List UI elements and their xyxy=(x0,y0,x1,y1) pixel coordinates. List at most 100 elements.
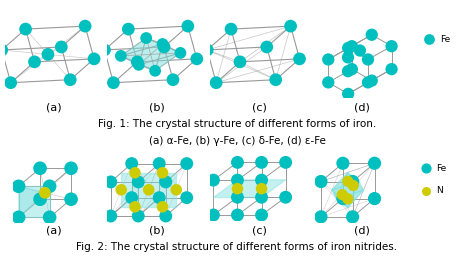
Point xyxy=(344,46,352,50)
Text: (d): (d) xyxy=(354,102,370,112)
Point xyxy=(210,178,217,182)
Point xyxy=(90,57,98,61)
Point xyxy=(258,213,265,217)
Polygon shape xyxy=(332,172,348,199)
Point xyxy=(296,57,303,61)
Point xyxy=(46,184,54,188)
Point xyxy=(344,92,352,96)
Point xyxy=(117,54,125,58)
Point xyxy=(135,214,142,218)
Point xyxy=(135,63,143,67)
Point xyxy=(349,183,357,188)
Point xyxy=(287,24,294,28)
Polygon shape xyxy=(121,44,163,71)
Text: (c): (c) xyxy=(252,226,267,236)
Polygon shape xyxy=(121,38,146,65)
Point xyxy=(155,162,163,166)
Point xyxy=(151,69,159,73)
Polygon shape xyxy=(121,38,163,56)
Point xyxy=(388,44,395,48)
Point xyxy=(57,45,65,49)
Point xyxy=(162,180,170,184)
Point xyxy=(159,171,166,175)
Text: (c): (c) xyxy=(252,102,267,112)
Polygon shape xyxy=(332,190,348,208)
Point xyxy=(131,205,139,209)
Point xyxy=(169,78,177,82)
Point xyxy=(159,42,166,46)
Point xyxy=(227,27,235,31)
Point xyxy=(234,213,241,217)
Point xyxy=(349,180,356,184)
Point xyxy=(338,192,346,197)
Point xyxy=(46,215,54,219)
Point xyxy=(41,191,49,195)
Point xyxy=(193,57,201,61)
Polygon shape xyxy=(18,186,45,217)
Point xyxy=(234,160,241,164)
Point xyxy=(7,81,15,85)
Point xyxy=(44,52,52,57)
Point xyxy=(118,188,125,192)
Point xyxy=(31,60,38,64)
Point xyxy=(183,162,191,166)
Point xyxy=(109,81,117,85)
Point xyxy=(36,166,44,170)
Point xyxy=(82,24,89,28)
Point xyxy=(155,196,163,200)
Text: Fe: Fe xyxy=(436,164,447,173)
Point xyxy=(184,24,191,28)
Point xyxy=(272,78,280,82)
Text: (a): (a) xyxy=(46,102,62,112)
Point xyxy=(371,197,378,201)
Point xyxy=(368,78,375,83)
Polygon shape xyxy=(213,180,286,198)
Point xyxy=(234,178,241,182)
Point xyxy=(131,171,139,175)
Point xyxy=(177,51,184,55)
Text: Fe: Fe xyxy=(440,35,450,44)
Text: (b): (b) xyxy=(149,226,164,236)
Point xyxy=(258,178,265,182)
Polygon shape xyxy=(146,38,181,53)
Point xyxy=(317,215,325,219)
Polygon shape xyxy=(337,172,364,199)
Polygon shape xyxy=(121,56,155,71)
Polygon shape xyxy=(18,186,50,217)
Point xyxy=(348,44,356,48)
Point xyxy=(364,80,372,84)
Point xyxy=(100,48,108,52)
Text: (b): (b) xyxy=(149,102,164,112)
Point xyxy=(388,67,395,71)
Polygon shape xyxy=(139,38,181,65)
Point xyxy=(258,187,265,191)
Point xyxy=(348,67,356,71)
Point xyxy=(128,162,136,166)
Point xyxy=(0,48,6,52)
Polygon shape xyxy=(348,181,364,208)
Point xyxy=(15,184,22,188)
Point xyxy=(344,69,352,73)
Point xyxy=(371,161,378,165)
Point xyxy=(36,197,44,201)
Point xyxy=(128,196,136,200)
Point xyxy=(325,57,332,61)
Polygon shape xyxy=(155,44,181,71)
Point xyxy=(282,195,290,199)
Point xyxy=(212,81,220,85)
Point xyxy=(67,166,75,170)
Point xyxy=(368,33,375,37)
Point xyxy=(203,48,211,52)
Point xyxy=(258,195,265,199)
Point xyxy=(145,188,153,192)
Point xyxy=(236,60,244,64)
Point xyxy=(67,197,75,201)
Point xyxy=(210,213,217,217)
Point xyxy=(234,195,241,199)
Point xyxy=(325,80,332,84)
Point xyxy=(339,197,346,201)
Point xyxy=(282,160,290,164)
Point xyxy=(263,45,271,49)
Polygon shape xyxy=(332,181,359,208)
Text: Fig. 1: The crystal structure of different forms of iron.: Fig. 1: The crystal structure of differe… xyxy=(98,119,376,129)
